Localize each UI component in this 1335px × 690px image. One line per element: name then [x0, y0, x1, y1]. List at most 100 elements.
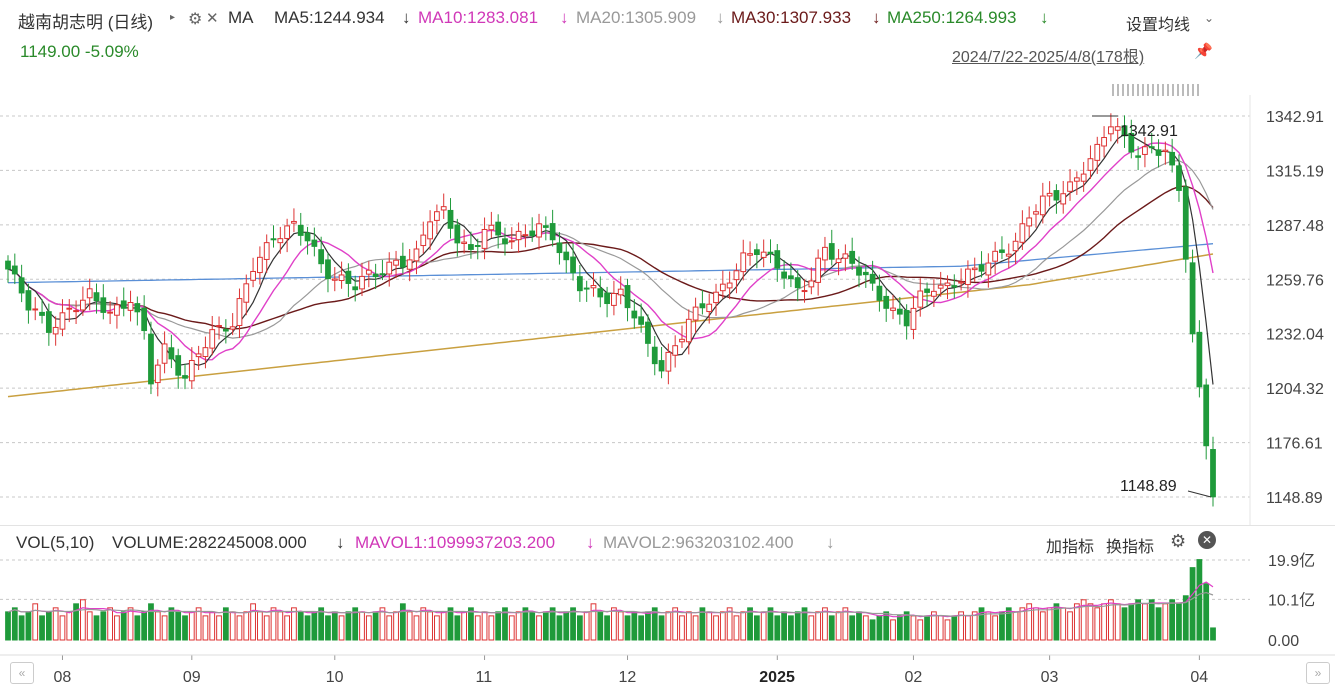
- volume-bar: [617, 611, 624, 641]
- candle-up: [1094, 143, 1101, 161]
- volume-bar: [39, 615, 45, 641]
- volume-bar: [985, 611, 992, 641]
- candle-up: [665, 351, 672, 372]
- candle-down: [1128, 132, 1135, 153]
- volume-bar: [277, 611, 284, 641]
- volume-bar: [413, 615, 420, 641]
- candle-down: [767, 251, 774, 255]
- volume-bar: [951, 615, 958, 641]
- candle-down: [1182, 186, 1189, 260]
- volume-bar: [45, 611, 52, 641]
- volume-bar: [992, 615, 999, 641]
- date-range[interactable]: 2024/7/22-2025/4/8(178根): [952, 49, 1145, 66]
- close-icon[interactable]: ✕: [1198, 531, 1216, 549]
- scroll-left-button[interactable]: «: [10, 662, 34, 684]
- candle-up: [127, 302, 134, 311]
- volume-bar: [270, 607, 277, 641]
- volume-bar: [202, 615, 209, 641]
- volume-bar: [828, 615, 835, 641]
- volume-bar: [583, 611, 590, 641]
- candle-down: [502, 238, 508, 245]
- volume-bar: [978, 607, 985, 641]
- candle-up: [801, 290, 808, 293]
- ma250-value: MA250:1264.993: [887, 8, 1017, 27]
- chevron-down-icon[interactable]: ⌄: [1204, 11, 1215, 25]
- candle-up: [393, 259, 399, 266]
- scroll-right-button[interactable]: »: [1306, 662, 1330, 684]
- volume-bar: [427, 611, 433, 641]
- candle-up: [515, 230, 522, 241]
- volume-bar: [345, 611, 352, 641]
- add-indicator-button[interactable]: 加指标: [1046, 539, 1095, 556]
- zoom-handle[interactable]: [1112, 84, 1200, 96]
- panel-divider: [0, 525, 1335, 526]
- candle-up: [617, 288, 624, 296]
- stock-title: 越南胡志明 (日线): [18, 13, 154, 32]
- volume-bar: [11, 607, 18, 641]
- candle-down: [372, 273, 379, 278]
- volume-bar: [481, 611, 488, 641]
- gear-icon[interactable]: ⚙: [1170, 531, 1187, 551]
- price-tick-label: 1176.61: [1266, 436, 1323, 453]
- candle-down: [1176, 165, 1182, 191]
- candle-down: [699, 303, 706, 309]
- volume-bar: [699, 607, 706, 641]
- volume-bar: [842, 607, 849, 641]
- candle-up: [427, 221, 433, 240]
- volume-bar: [685, 611, 692, 641]
- volume-bar: [631, 611, 638, 641]
- candle-down: [978, 264, 985, 272]
- candle-down: [1135, 155, 1141, 158]
- close-icon[interactable]: ✕: [206, 10, 219, 27]
- candle-up: [188, 360, 195, 382]
- volume-bar: [1142, 603, 1148, 641]
- candle-up: [202, 347, 209, 358]
- volume-bar: [93, 615, 100, 641]
- settings-ma-button[interactable]: 设置均线: [1126, 17, 1191, 34]
- volume-bar: [161, 615, 168, 641]
- candle-down: [869, 273, 876, 284]
- volume-bar: [1087, 603, 1094, 641]
- volume-bar: [420, 607, 427, 641]
- volume-bar: [141, 611, 148, 641]
- candle-down: [862, 271, 869, 276]
- volume-bar: [570, 607, 576, 641]
- volume-bar: [1210, 627, 1216, 641]
- volume-tick-label: 0.00: [1268, 633, 1299, 650]
- volume-bar: [331, 611, 338, 641]
- volume-bar: [753, 615, 760, 641]
- candle-up: [1162, 149, 1169, 152]
- x-tick-label: 11: [476, 669, 493, 686]
- candle-up: [257, 256, 263, 274]
- pin-icon[interactable]: 📌: [1194, 43, 1213, 60]
- volume-bar: [679, 615, 685, 641]
- volume-bar: [542, 611, 549, 641]
- candle-down: [883, 295, 890, 309]
- candle-down: [563, 251, 570, 261]
- volume-bar: [1189, 567, 1196, 641]
- candle-up: [890, 307, 896, 311]
- mavol2-line: [7, 591, 1214, 617]
- candle-down: [25, 290, 32, 311]
- candle-up: [985, 262, 992, 276]
- volume-bar: [924, 615, 930, 641]
- volume-bar: [515, 611, 522, 641]
- candle-down: [175, 355, 182, 376]
- candle-down: [1155, 149, 1162, 156]
- volume-bar: [597, 611, 604, 641]
- ma5-line: [7, 133, 1214, 385]
- volume-bar: [148, 603, 154, 641]
- expand-triangle-icon[interactable]: ▸: [170, 12, 176, 23]
- volume-bar: [352, 607, 359, 641]
- volume-bar: [1107, 599, 1114, 641]
- candle-down: [1053, 190, 1060, 201]
- candle-up: [461, 241, 468, 244]
- volume-bar: [1012, 611, 1019, 641]
- volume-bar: [1094, 607, 1101, 641]
- switch-indicator-button[interactable]: 换指标: [1106, 539, 1155, 556]
- volume-bar: [556, 615, 563, 641]
- candle-down: [311, 239, 318, 247]
- candle-up: [1087, 158, 1094, 171]
- candle-up: [611, 292, 617, 306]
- gear-icon[interactable]: ⚙: [188, 11, 203, 28]
